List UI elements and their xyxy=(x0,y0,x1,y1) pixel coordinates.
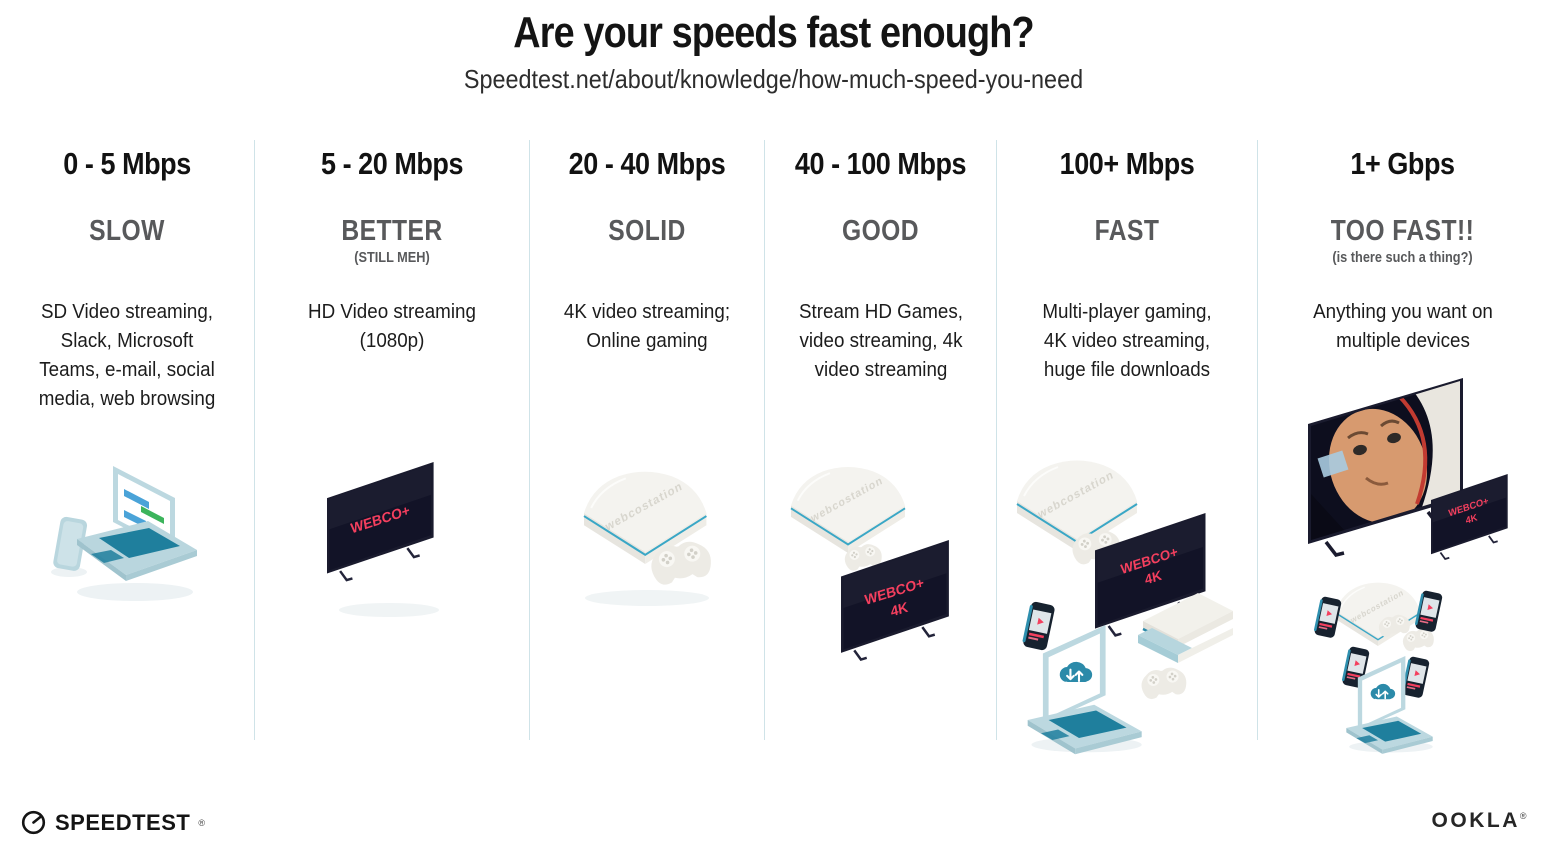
tv-4k-label: 4K xyxy=(889,598,909,619)
tier-column-slow: 0 - 5 Mbps SLOW SD Video streaming, Slac… xyxy=(0,140,255,740)
game-console-icon xyxy=(1016,459,1138,552)
rating-label: GOOD xyxy=(841,215,920,247)
ookla-wordmark: OOKLA xyxy=(1431,809,1520,832)
rating-note: (STILL MEH) xyxy=(354,249,430,266)
use-case-description: 4K video streaming; Online gaming xyxy=(563,301,731,352)
game-console-icon xyxy=(789,466,906,554)
tier-column-too-fast: 1+ Gbps TOO FAST!! (is there such a thin… xyxy=(1258,140,1547,740)
speed-range: 20 - 40 Mbps xyxy=(568,146,726,181)
rating-label: BETTER xyxy=(341,215,443,247)
rating-label: SOLID xyxy=(608,215,686,247)
speed-range: 100+ Mbps xyxy=(1059,146,1195,181)
speed-tier-columns: 0 - 5 Mbps SLOW SD Video streaming, Slac… xyxy=(0,140,1547,740)
registered-mark: ® xyxy=(198,817,205,828)
use-case-description: Multi-player gaming, 4K video streaming,… xyxy=(1042,301,1212,381)
page-subtitle-url: Speedtest.net/about/knowledge/how-much-s… xyxy=(463,64,1084,94)
smartphone-icon xyxy=(53,516,88,571)
rating-label: SLOW xyxy=(89,215,165,247)
smartphone-icon xyxy=(1021,600,1056,651)
ookla-logo: OOKLA® xyxy=(1432,809,1529,833)
smartphone-icon xyxy=(1400,655,1430,699)
controller-icon xyxy=(1139,665,1189,701)
tier-column-good: 40 - 100 Mbps GOOD Stream HD Games, vide… xyxy=(765,140,997,740)
speed-range: 1+ Gbps xyxy=(1350,146,1455,181)
speedtest-logo: SPEEDTEST ® xyxy=(20,809,205,836)
tv-4k-label: 4K xyxy=(1144,567,1163,587)
use-case-description: HD Video streaming (1080p) xyxy=(308,301,476,352)
smartphone-icon xyxy=(1413,589,1443,633)
speed-range: 40 - 100 Mbps xyxy=(794,146,967,181)
gauge-icon xyxy=(21,810,46,835)
speedtest-wordmark: SPEEDTEST xyxy=(55,809,191,835)
rating-note: (is there such a thing?) xyxy=(1332,249,1473,266)
laptop-phone-illustration xyxy=(51,466,197,601)
everything-illustration: WEBCO+ 4K xyxy=(1307,378,1509,776)
page-title: Are your speeds fast enough? xyxy=(513,8,1034,57)
use-case-description: Anything you want on multiple devices xyxy=(1312,301,1493,352)
speed-range: 0 - 5 Mbps xyxy=(63,146,191,181)
laptop-icon xyxy=(77,466,197,581)
tier-column-better: 5 - 20 Mbps BETTER (STILL MEH) HD Video … xyxy=(255,140,530,740)
use-case-description: SD Video streaming, Slack, Microsoft Tea… xyxy=(38,301,216,410)
console-tv-illustration: WEBCO+ 4K xyxy=(789,466,950,661)
registered-mark: ® xyxy=(1519,811,1529,821)
tier-column-solid: 20 - 40 Mbps SOLID 4K video streaming; O… xyxy=(530,140,765,740)
console-illustration xyxy=(582,470,715,606)
tv-4k-label: 4K xyxy=(1464,512,1478,527)
tier-column-fast: 100+ Mbps FAST Multi-player gaming, 4K v… xyxy=(997,140,1258,740)
tv-illustration: WEBCO+ xyxy=(325,460,439,617)
smartphone-icon xyxy=(1312,595,1342,639)
multi-device-illustration: WEBCO+ 4K xyxy=(1016,459,1235,778)
speed-range: 5 - 20 Mbps xyxy=(320,146,464,181)
use-case-description: Stream HD Games, video streaming, 4k vid… xyxy=(798,301,963,381)
rating-label: TOO FAST!! xyxy=(1330,215,1475,247)
rating-label: FAST xyxy=(1094,215,1160,247)
